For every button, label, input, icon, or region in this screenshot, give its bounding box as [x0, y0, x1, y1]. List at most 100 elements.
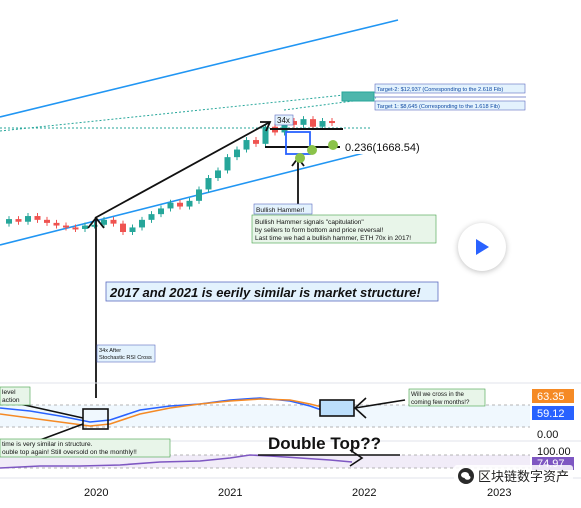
signal-dot-1	[295, 153, 305, 163]
candle	[310, 119, 316, 127]
play-button[interactable]	[458, 223, 506, 271]
left-clip-line-2: action	[2, 397, 20, 404]
candle	[234, 149, 240, 158]
candle	[82, 225, 88, 229]
cross-question-box	[408, 388, 486, 407]
arrow-up-2	[87, 216, 105, 398]
bullish-title: Bullish Hammer!	[256, 207, 305, 214]
target1-label: Target 1: $8,645 (Corresponding to the 1…	[377, 104, 500, 110]
candle	[25, 216, 31, 222]
bottom-left-line-2: ouble top again! Still oversold on the m…	[2, 449, 137, 456]
stoch-d-value: 63.35	[537, 391, 565, 403]
arrow-up-1	[94, 121, 272, 219]
bottom-left-note-box	[0, 438, 171, 458]
fib-0236-label-bg	[341, 141, 425, 154]
signal-dot-3	[328, 140, 338, 150]
channel-upper-line	[0, 19, 399, 118]
target-zone	[341, 91, 375, 102]
left-clip-box	[0, 386, 31, 406]
price-pane: 0.236(1668.54) Target 1: $8,645 (Corresp…	[0, 19, 526, 398]
candle	[167, 202, 174, 209]
arrow-right-cross	[353, 397, 406, 419]
watermark: 区块链数字资产	[454, 465, 574, 486]
cross-question-line-1: Will we cross in the	[411, 391, 465, 398]
candle	[101, 219, 107, 225]
candle	[72, 227, 79, 230]
target2-label-box	[374, 83, 526, 94]
candle	[300, 119, 307, 125]
arrow-double-top	[258, 449, 400, 467]
candle	[129, 227, 136, 232]
watermark-text: 区块链数字资产	[478, 470, 570, 485]
stoch-k-badge	[532, 406, 574, 420]
candle	[6, 219, 12, 224]
x-tick-2021: 2021	[218, 487, 242, 499]
candle	[63, 225, 69, 228]
candle	[158, 208, 164, 215]
target1-label-box	[374, 100, 526, 111]
candle	[215, 170, 221, 179]
candle	[53, 222, 60, 226]
headline-text: 2017 and 2021 is eerily similar is marke…	[109, 285, 421, 300]
wechat-icon	[458, 467, 474, 484]
candle	[91, 224, 98, 227]
x-tick-2020: 2020	[84, 487, 108, 499]
arrow-up-3	[291, 156, 305, 208]
cross-highlight-right	[319, 399, 355, 417]
candles-group	[6, 116, 335, 235]
candle	[186, 200, 193, 207]
candle	[291, 121, 297, 125]
rsi-max-value: 100.00	[537, 446, 571, 458]
stoch-d-badge	[532, 389, 574, 403]
bottom-left-line-1: time is very similar in structure.	[2, 441, 93, 448]
stoch-zero-value: 0.00	[537, 429, 558, 441]
candle	[329, 121, 335, 124]
candle	[177, 202, 183, 207]
fib-dotted-upper	[0, 94, 345, 132]
multiplier-box	[274, 114, 294, 126]
candle	[243, 140, 250, 150]
candle	[139, 219, 145, 228]
candle	[196, 189, 202, 201]
cross-question-line-2: coming few months!?	[411, 399, 470, 406]
headline-box	[105, 281, 439, 302]
multiplier-label: 34x	[277, 116, 290, 125]
channel-lower-line	[0, 150, 373, 246]
stoch-band	[0, 405, 530, 427]
stoch-k-line	[0, 397, 353, 423]
stoch-d-line	[0, 398, 353, 427]
bullish-title-box	[253, 203, 313, 215]
candle	[319, 121, 326, 127]
candle	[44, 219, 50, 223]
rsi-line	[0, 454, 353, 469]
stoch-k-value: 59.12	[537, 408, 565, 420]
bullish-note-box	[251, 214, 437, 244]
after-cross-box	[96, 344, 156, 363]
fib-0236-label: 0.236(1668.54)	[345, 142, 420, 154]
hammer-highlight	[285, 131, 311, 155]
bullish-note-line-3: Last time we had a bullish hammer, ETH 7…	[255, 235, 411, 242]
x-tick-2023: 2023	[487, 487, 511, 499]
candle	[281, 121, 288, 133]
candle	[253, 140, 259, 144]
arrow-left-cross	[19, 403, 84, 441]
signal-dot-2	[307, 145, 317, 155]
bullish-note-line-2: by sellers to form bottom and price reve…	[255, 227, 383, 234]
double-top-text: Double Top??	[268, 434, 381, 453]
candle	[148, 214, 155, 220]
target2-label: Target-2: $12,937 (Corresponding to the …	[377, 87, 503, 93]
after-cross-line-2: Stochastic RSI Cross	[99, 355, 152, 361]
left-clip-line-1: level	[2, 389, 16, 396]
after-cross-line-1: 34x After	[99, 348, 121, 354]
candle	[224, 157, 231, 171]
play-icon	[476, 239, 489, 255]
candle	[205, 178, 212, 190]
candle	[34, 216, 41, 220]
candle	[110, 219, 117, 224]
x-tick-2022: 2022	[352, 487, 376, 499]
candle	[15, 219, 22, 222]
stoch-rsi-pane: Will we cross in the coming few months!?…	[0, 382, 581, 441]
bullish-note-line-1: Bullish Hammer signals "capitulation"	[255, 219, 364, 226]
candle	[120, 223, 126, 232]
